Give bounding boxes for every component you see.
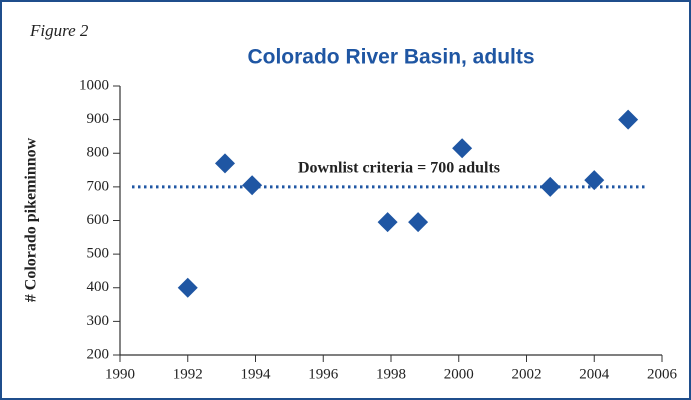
x-tick-label: 1998: [376, 366, 406, 382]
y-tick-label: 800: [87, 145, 110, 161]
y-tick-label: 700: [87, 178, 110, 194]
point: [540, 176, 561, 197]
y-axis-label: # Colorado pikeminnow: [23, 137, 40, 302]
x-tick-label: 1996: [308, 366, 339, 382]
chart-title: Colorado River Basin, adults: [247, 46, 534, 69]
point: [408, 212, 429, 233]
x-tick-label: 2002: [512, 366, 542, 382]
point: [452, 138, 473, 159]
y-tick-label: 200: [87, 346, 110, 362]
y-tick-label: 600: [87, 212, 110, 228]
point: [618, 109, 639, 130]
y-tick-label: 300: [87, 313, 110, 329]
x-tick-label: 2004: [579, 366, 610, 382]
x-tick-label: 1992: [173, 366, 203, 382]
y-tick-label: 900: [87, 111, 110, 127]
x-tick-label: 1990: [105, 366, 135, 382]
point: [215, 153, 236, 174]
figure-label: Figure 2: [29, 21, 89, 40]
y-tick-label: 400: [87, 279, 110, 295]
point: [584, 170, 605, 191]
y-tick-label: 500: [87, 246, 110, 262]
point: [377, 212, 398, 233]
point: [242, 175, 263, 196]
x-tick-label: 2000: [444, 366, 474, 382]
point: [177, 277, 198, 298]
x-tick-label: 1994: [241, 366, 272, 382]
reference-label: Downlist criteria = 700 adults: [298, 160, 500, 177]
y-tick-label: 1000: [79, 77, 109, 93]
x-tick-label: 2006: [647, 366, 678, 382]
